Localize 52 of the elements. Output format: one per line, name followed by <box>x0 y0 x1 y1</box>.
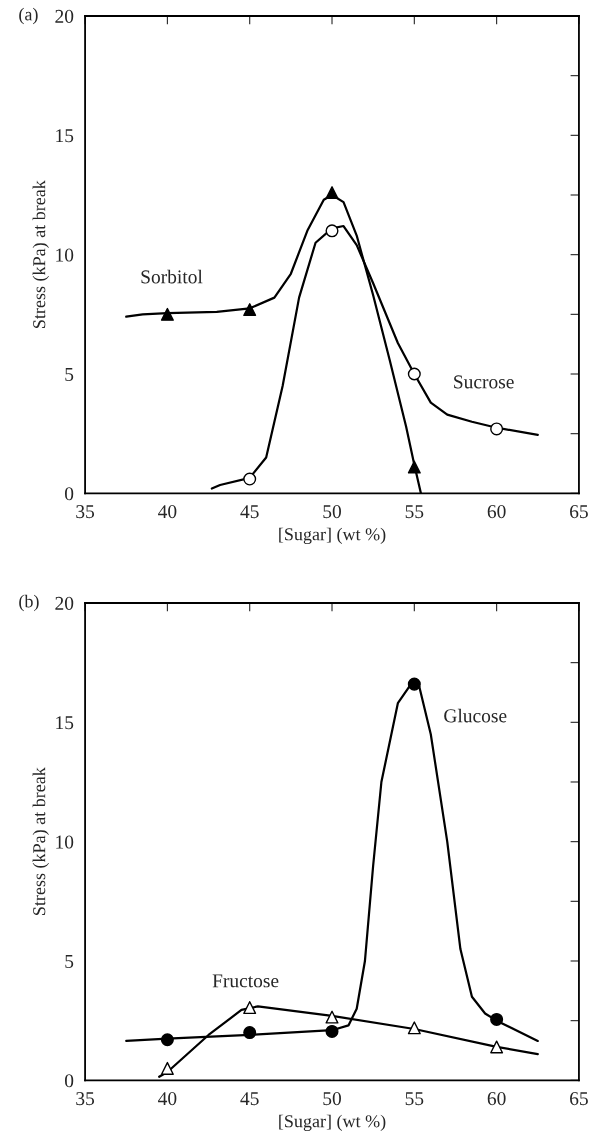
x-tick-label: 55 <box>405 1092 424 1106</box>
y-tick-label: 0 <box>64 487 74 501</box>
x-axis-title: [Sugar] (wt %) <box>279 1114 386 1132</box>
point <box>243 1026 257 1040</box>
annotation: Sorbitol <box>141 269 203 284</box>
point <box>243 472 257 486</box>
x-tick-label: 40 <box>158 1092 177 1106</box>
point <box>490 1040 504 1054</box>
x-tick-label: 40 <box>158 505 177 519</box>
point <box>243 1001 257 1015</box>
y-tick-label: 0 <box>64 1074 74 1088</box>
point <box>407 1021 421 1035</box>
annotation: Fructose <box>212 974 279 988</box>
x-tick-label: 50 <box>323 505 341 519</box>
y-tick-label: 20 <box>55 9 74 23</box>
y-tick-label: 10 <box>56 248 74 262</box>
x-tick-label: 50 <box>323 1092 341 1106</box>
y-tick-label: 5 <box>65 368 74 381</box>
annotation: Glucose <box>444 708 507 723</box>
y-tick-label: 5 <box>65 955 74 968</box>
y-tick-label: 15 <box>56 716 74 730</box>
y-axis-title: Stress (kPa) at break <box>32 767 49 915</box>
x-tick-label: 55 <box>405 505 424 519</box>
x-tick-label: 60 <box>487 505 506 519</box>
y-axis-title: Stress (kPa) at break <box>32 180 49 328</box>
chart-title: (a) <box>19 7 38 25</box>
point <box>160 1033 174 1047</box>
point <box>325 224 339 238</box>
point <box>325 186 339 200</box>
x-tick-label: 35 <box>76 505 95 519</box>
x-tick-label: 65 <box>570 1092 588 1106</box>
point <box>407 460 421 474</box>
x-axis-title: [Sugar] (wt %) <box>279 527 386 545</box>
y-tick-label: 20 <box>55 596 74 610</box>
point <box>407 677 421 691</box>
annotation: Sucrose <box>454 375 514 389</box>
point <box>243 303 257 317</box>
point <box>490 422 504 436</box>
point <box>160 307 174 321</box>
x-tick-label: 65 <box>570 505 588 519</box>
y-tick-label: 10 <box>56 835 74 849</box>
point <box>160 1061 174 1075</box>
x-tick-label: 45 <box>240 1092 259 1106</box>
y-tick-label: 15 <box>56 129 74 143</box>
x-tick-label: 35 <box>76 1092 95 1106</box>
x-tick-label: 45 <box>240 505 259 519</box>
x-tick-label: 60 <box>487 1092 506 1106</box>
point <box>490 1012 504 1026</box>
point <box>325 1010 339 1024</box>
chart-title: (b) <box>19 594 39 612</box>
point <box>407 367 421 381</box>
point <box>325 1024 339 1038</box>
